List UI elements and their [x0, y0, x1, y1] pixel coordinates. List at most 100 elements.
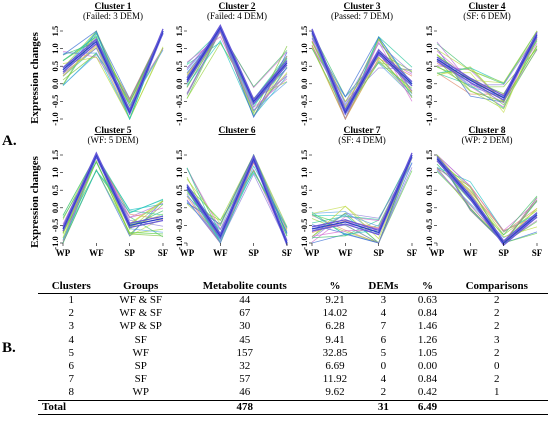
total-row: Total 478 31 6.49 [38, 399, 548, 415]
table-cell: 0.84 [417, 373, 438, 386]
core-line [62, 30, 164, 114]
cluster-title: Cluster 1 [94, 2, 131, 12]
member-line [436, 156, 538, 244]
cluster-title: Cluster 3 [343, 2, 380, 12]
table-cell: WP [132, 386, 149, 399]
table-cell: 3 [494, 333, 500, 346]
y-tick-label: -0.5 [174, 95, 184, 108]
y-tick-label: 1.5 [50, 150, 60, 161]
y-tick-label: 0.5 [424, 61, 434, 72]
y-tick-label: -1.0 [50, 112, 60, 125]
table-cell: 2 [494, 373, 500, 386]
cluster-title: Cluster 8 [468, 126, 505, 136]
cluster-charts: A. Expression changes Expression changes… [2, 2, 543, 258]
table-cell: 5 [380, 346, 387, 359]
y-tick-label: 0.5 [299, 185, 309, 196]
cluster-panel-8: Cluster 8(WP: 2 DEM) 1.5 1.0 0.5 0.0 -0.5 -1.0… [424, 126, 543, 258]
table-row: 3 WP & SP 30 6.28 7 1.46 2 [38, 320, 548, 333]
member-line [311, 167, 413, 244]
member-line [436, 168, 538, 243]
y-tick-label: -1.0 [299, 236, 309, 249]
member-line [436, 154, 538, 232]
member-line [311, 154, 413, 224]
table-cell: 7 [68, 373, 75, 386]
table-cell: 0.00 [417, 360, 438, 373]
table-cell: 5 [68, 346, 75, 359]
member-line [62, 156, 164, 244]
table-cell: 3 [380, 294, 387, 306]
column-header: Metabolite counts [176, 279, 313, 294]
table-cell: 4 [68, 333, 75, 346]
core-line [311, 154, 413, 234]
table-cell: WF & SF [119, 294, 163, 306]
member-line [311, 154, 413, 244]
column-header: % [409, 279, 446, 294]
y-tick-label: -0.5 [50, 219, 60, 232]
table-cell: 6 [380, 333, 387, 346]
table-row: 4 SF 45 9.41 6 1.26 3 [38, 334, 548, 347]
table-cell: 0.42 [417, 386, 438, 399]
y-tick-label: 0.0 [424, 78, 434, 89]
y-tick-label: 1.5 [174, 150, 184, 161]
table-cell: 57 [239, 373, 251, 386]
y-tick-label: 0.0 [299, 78, 309, 89]
table-row: 7 SF 57 11.92 4 0.84 2 [38, 373, 548, 386]
table-cell: 157 [236, 346, 254, 359]
x-tick-label: SP [498, 248, 509, 258]
cluster-title: Cluster 4 [468, 2, 505, 12]
core-line [186, 154, 288, 242]
core-line [436, 34, 538, 99]
y-tick-label: 0.0 [424, 202, 434, 213]
member-line [436, 30, 538, 83]
y-tick-label: 0.0 [174, 78, 184, 89]
cluster-title: Cluster 6 [218, 126, 255, 136]
y-axis-label-top: Expression changes [29, 31, 41, 124]
x-tick-label: WF [338, 248, 353, 258]
table-cell: 2 [68, 307, 75, 320]
panel-label-b: B. [2, 340, 16, 356]
table-cell: SP [134, 360, 147, 373]
y-tick-label: 1.5 [299, 150, 309, 161]
table-cell: 1 [494, 386, 500, 399]
cluster-panel-1: Cluster 1(Failed: 3 DEM) 1.5 1.0 0.5 0.0 -0.5… [50, 2, 164, 126]
y-tick-label: 1.0 [50, 167, 60, 178]
table-cell: 7 [380, 320, 387, 333]
core-line [62, 153, 164, 230]
table-cell: 67 [239, 307, 251, 320]
x-tick-label: WF [463, 248, 478, 258]
column-header: DEMs [357, 279, 410, 294]
table-cell: 45 [239, 333, 251, 346]
core-line [311, 152, 413, 232]
x-tick-label: SF [407, 248, 418, 258]
y-tick-label: 1.0 [424, 43, 434, 54]
y-tick-label: -0.5 [174, 219, 184, 232]
cluster-panel-6: Cluster 6 1.5 1.0 0.5 0.0 -0.5 -1.0WP WF SP SF [174, 126, 293, 258]
cluster-title: Cluster 7 [343, 126, 380, 136]
cluster-subtitle: (WF: 5 DEM) [88, 135, 139, 145]
total-cell: 6.49 [409, 399, 446, 415]
y-tick-label: 0.0 [50, 202, 60, 213]
core-line [62, 151, 164, 228]
x-tick-label: SF [158, 248, 169, 258]
table-cell: 1.46 [417, 320, 438, 333]
table-cell: 0 [380, 360, 387, 373]
total-cell: Total [38, 399, 105, 415]
y-tick-label: 1.5 [424, 26, 434, 37]
x-tick-label: WF [213, 248, 228, 258]
y-tick-label: 1.0 [174, 167, 184, 178]
y-tick-label: -1.0 [299, 112, 309, 125]
y-tick-label: 1.5 [174, 26, 184, 37]
y-tick-label: 1.0 [50, 43, 60, 54]
table-cell: SF [134, 333, 147, 346]
cluster-subtitle: (Failed: 4 DEM) [207, 11, 267, 21]
y-tick-label: 1.5 [299, 26, 309, 37]
y-tick-label: -1.0 [424, 112, 434, 125]
cluster-panel-3: Cluster 3(Passed: 7 DEM) 1.5 1.0 0.5 0.0 -0.5… [299, 2, 413, 126]
core-line [436, 158, 538, 244]
core-line [311, 156, 413, 236]
core-line [311, 30, 413, 114]
table-cell: 2 [494, 294, 500, 306]
table-cell: 14.02 [322, 307, 348, 320]
cluster-subtitle: (Failed: 3 DEM) [83, 11, 143, 21]
y-tick-label: 0.5 [299, 61, 309, 72]
